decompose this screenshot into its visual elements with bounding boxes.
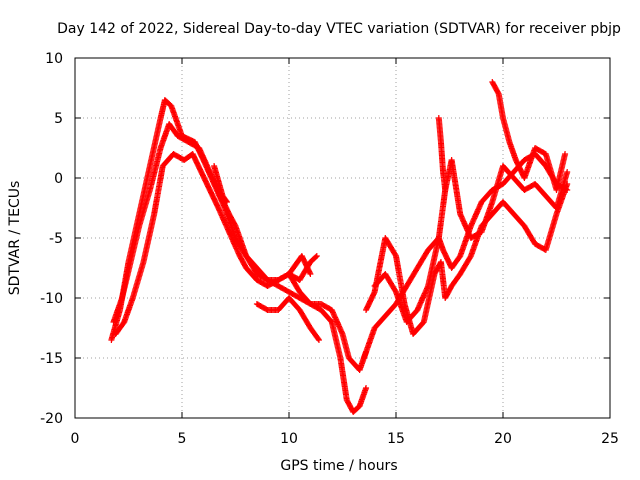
data-point (442, 187, 449, 193)
data-point (223, 198, 230, 204)
y-tick-label: 0 (54, 171, 63, 187)
chart-title: Day 142 of 2022, Sidereal Day-to-day VTE… (57, 21, 621, 37)
y-tick-label: -10 (40, 291, 63, 307)
series-track-d (253, 295, 322, 343)
data-point (307, 271, 314, 277)
data-point (564, 169, 571, 175)
x-tick-label: 10 (280, 431, 298, 447)
y-tick-label: -15 (40, 351, 63, 367)
y-tick-label: 5 (54, 111, 63, 127)
x-tick-label: 0 (71, 431, 80, 447)
axis-ticks: 0 5 10 15 20 25 -20 -15 -10 -5 0 5 10 (40, 51, 619, 447)
data-point (223, 199, 230, 205)
series-track-h (363, 181, 571, 337)
data-point (562, 151, 569, 157)
y-axis-label: SDTVAR / TECUs (7, 181, 23, 296)
y-tick-label: 10 (45, 51, 63, 67)
x-tick-label: 20 (494, 431, 512, 447)
series-track-g (360, 151, 571, 361)
series-track-e (211, 163, 230, 205)
series-track-c (112, 151, 370, 415)
x-tick-label: 5 (178, 431, 187, 447)
data-point (315, 335, 322, 342)
y-tick-label: -5 (49, 231, 63, 247)
series-track-k (435, 115, 449, 193)
x-tick-label: 25 (601, 431, 619, 447)
series-track-j (489, 79, 569, 193)
data-points (108, 79, 571, 415)
data-point (315, 337, 322, 343)
series-track-i (371, 157, 571, 325)
x-tick-label: 15 (387, 431, 405, 447)
x-axis-label: GPS time / hours (280, 458, 397, 474)
series-track-f (286, 253, 314, 277)
data-point (313, 253, 320, 259)
data-point (312, 253, 319, 260)
y-tick-label: -20 (40, 411, 63, 427)
data-point (363, 385, 370, 391)
